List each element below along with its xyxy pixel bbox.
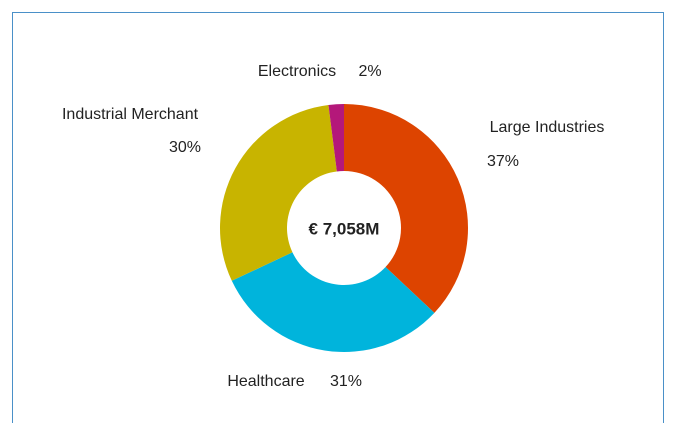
center-label: € 7,058M bbox=[309, 219, 380, 238]
slice-percent: 30% bbox=[169, 139, 201, 156]
donut-slice bbox=[328, 104, 344, 172]
slice-percent: 37% bbox=[487, 153, 519, 170]
donut-slice bbox=[344, 104, 468, 313]
slice-label: Large Industries bbox=[490, 119, 605, 136]
slice-label: Healthcare bbox=[227, 373, 304, 390]
donut-slice bbox=[220, 104, 337, 281]
slice-label: Industrial Merchant bbox=[62, 106, 199, 123]
frame bbox=[12, 12, 664, 423]
donut-slice bbox=[231, 252, 435, 352]
slice-percent: 31% bbox=[330, 373, 362, 390]
slice-percent: 2% bbox=[358, 63, 381, 80]
slice-label: Electronics bbox=[258, 63, 336, 80]
